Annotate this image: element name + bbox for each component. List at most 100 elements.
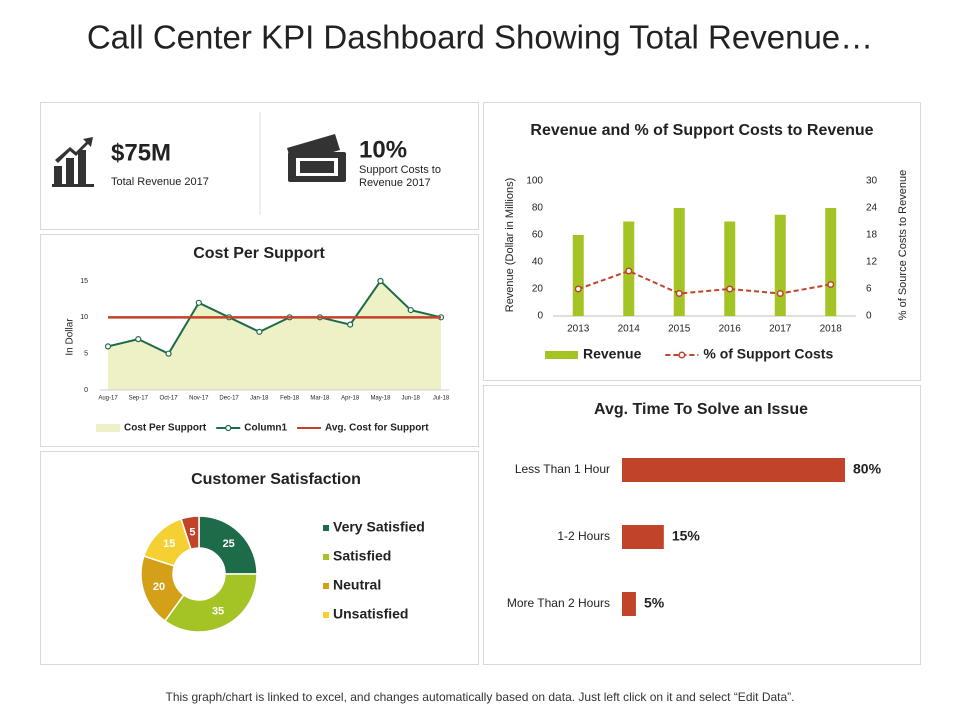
bar [825, 208, 837, 316]
legend-label: Very Satisfied [333, 519, 425, 535]
y2-tick-label: 30 [866, 176, 878, 187]
y2-tick-label: 24 [866, 203, 878, 214]
x-tick-label: 2014 [618, 324, 641, 335]
data-label: 80% [853, 461, 882, 477]
data-label: 15% [672, 528, 701, 544]
bar [622, 592, 636, 616]
chart-title: Cost Per Support [193, 245, 325, 262]
bar [774, 214, 786, 316]
category-label: More Than 2 Hours [507, 596, 610, 610]
page-title: Call Center KPI Dashboard Showing Total … [87, 19, 873, 56]
donut-slice [180, 515, 200, 551]
satisfaction-panel [40, 451, 479, 665]
data-label: 20 [153, 581, 165, 593]
legend-label: Satisfied [333, 548, 391, 564]
x-tick-label: Jun-18 [402, 396, 421, 402]
x-tick-label: Mar-18 [310, 396, 330, 402]
y-tick-label: 40 [532, 257, 544, 268]
line-marker [135, 336, 142, 343]
chart-title-box: Revenue and % of Support Costs to Revenu… [530, 122, 873, 139]
line-marker [165, 350, 172, 357]
x-tick-label: Jul-18 [433, 396, 450, 402]
line-marker [377, 277, 384, 285]
data-label: 5% [644, 595, 665, 611]
y-tick-label: 100 [526, 176, 543, 187]
kpi-value: $75M [111, 139, 171, 166]
x-tick-label: Apr-18 [341, 396, 360, 402]
y-tick-label: 10 [80, 314, 88, 321]
x-tick-label: Jan-18 [250, 396, 269, 402]
kpi-label-box: Support Costs to Revenue 2017 [359, 164, 441, 189]
x-tick-label: May-18 [370, 396, 391, 402]
y-axis-label: Revenue (Dollar in Millions) [504, 178, 516, 313]
x-tick-label: 2018 [820, 324, 843, 335]
line-marker [625, 267, 633, 275]
legend-label: Neutral [333, 577, 381, 593]
revenue-panel [483, 102, 921, 381]
x-tick-label: Sep-17 [129, 396, 149, 402]
ticket-icon [287, 134, 346, 182]
legend-marker [678, 351, 686, 359]
line-marker [104, 343, 112, 350]
x-tick-label: 2017 [769, 324, 792, 335]
legend-swatch [323, 583, 329, 589]
legend-label: Avg. Cost for Support [325, 423, 429, 434]
line-marker [827, 280, 835, 289]
line-marker [347, 321, 354, 328]
legend-label: Cost Per Support [124, 423, 207, 434]
legend-swatch [323, 612, 329, 618]
legend-swatch [545, 351, 578, 359]
bar [622, 458, 845, 482]
legend-swatch [96, 424, 120, 432]
bar [572, 235, 584, 316]
chart-title: Customer Satisfaction [191, 471, 361, 488]
chart-title: Avg. Time To Solve an Issue [594, 401, 808, 418]
y-tick-label: 80 [532, 203, 544, 214]
x-tick-label: Feb-18 [280, 396, 300, 402]
data-label: 25 [223, 538, 235, 550]
line-marker [776, 289, 784, 298]
kpi-label: Support Costs to Revenue 2017 [359, 164, 441, 189]
revenue-icon [52, 137, 94, 187]
footer-note: This graph/chart is linked to excel, and… [166, 690, 795, 704]
x-tick-label: Aug-17 [98, 396, 118, 402]
legend-label: Column1 [244, 423, 287, 434]
legend-swatch [323, 525, 329, 531]
line-marker [195, 299, 202, 306]
y2-tick-label: 18 [866, 230, 878, 241]
line-marker [407, 306, 414, 314]
y-tick-label: 20 [532, 284, 544, 295]
x-tick-label: 2016 [719, 324, 742, 335]
y-tick-label: 5 [84, 351, 88, 358]
bar [622, 525, 664, 549]
y2-tick-label: 0 [866, 311, 872, 322]
legend-label: Revenue [583, 346, 642, 362]
data-label: 35 [212, 605, 224, 617]
donut-slice [198, 515, 258, 575]
donut-slice [163, 573, 258, 633]
line [107, 279, 442, 355]
y-axis-label: In Dollar [65, 318, 76, 356]
x-tick-label: 2015 [668, 324, 691, 335]
kpi-label: Total Revenue 2017 [111, 176, 209, 188]
y-tick-label: 0 [84, 387, 88, 394]
legend-label: Unsatisfied [333, 606, 408, 622]
bar [724, 221, 736, 316]
line-marker [256, 328, 263, 335]
line [577, 269, 831, 295]
category-label: Less Than 1 Hour [515, 462, 610, 476]
y-tick-label: 60 [532, 230, 544, 241]
y2-axis-label: % of Source Costs to Revenue [897, 170, 909, 320]
bar [673, 208, 685, 316]
legend-label: % of Support Costs [703, 346, 833, 362]
kpi-value: 10% [359, 136, 407, 163]
line-marker [574, 285, 582, 293]
time-panel [483, 385, 921, 665]
x-tick-label: 2013 [567, 324, 590, 335]
line-marker [675, 289, 683, 298]
y-tick-label: 0 [537, 311, 543, 322]
legend-swatch [323, 554, 329, 560]
data-label: 15 [163, 538, 175, 550]
